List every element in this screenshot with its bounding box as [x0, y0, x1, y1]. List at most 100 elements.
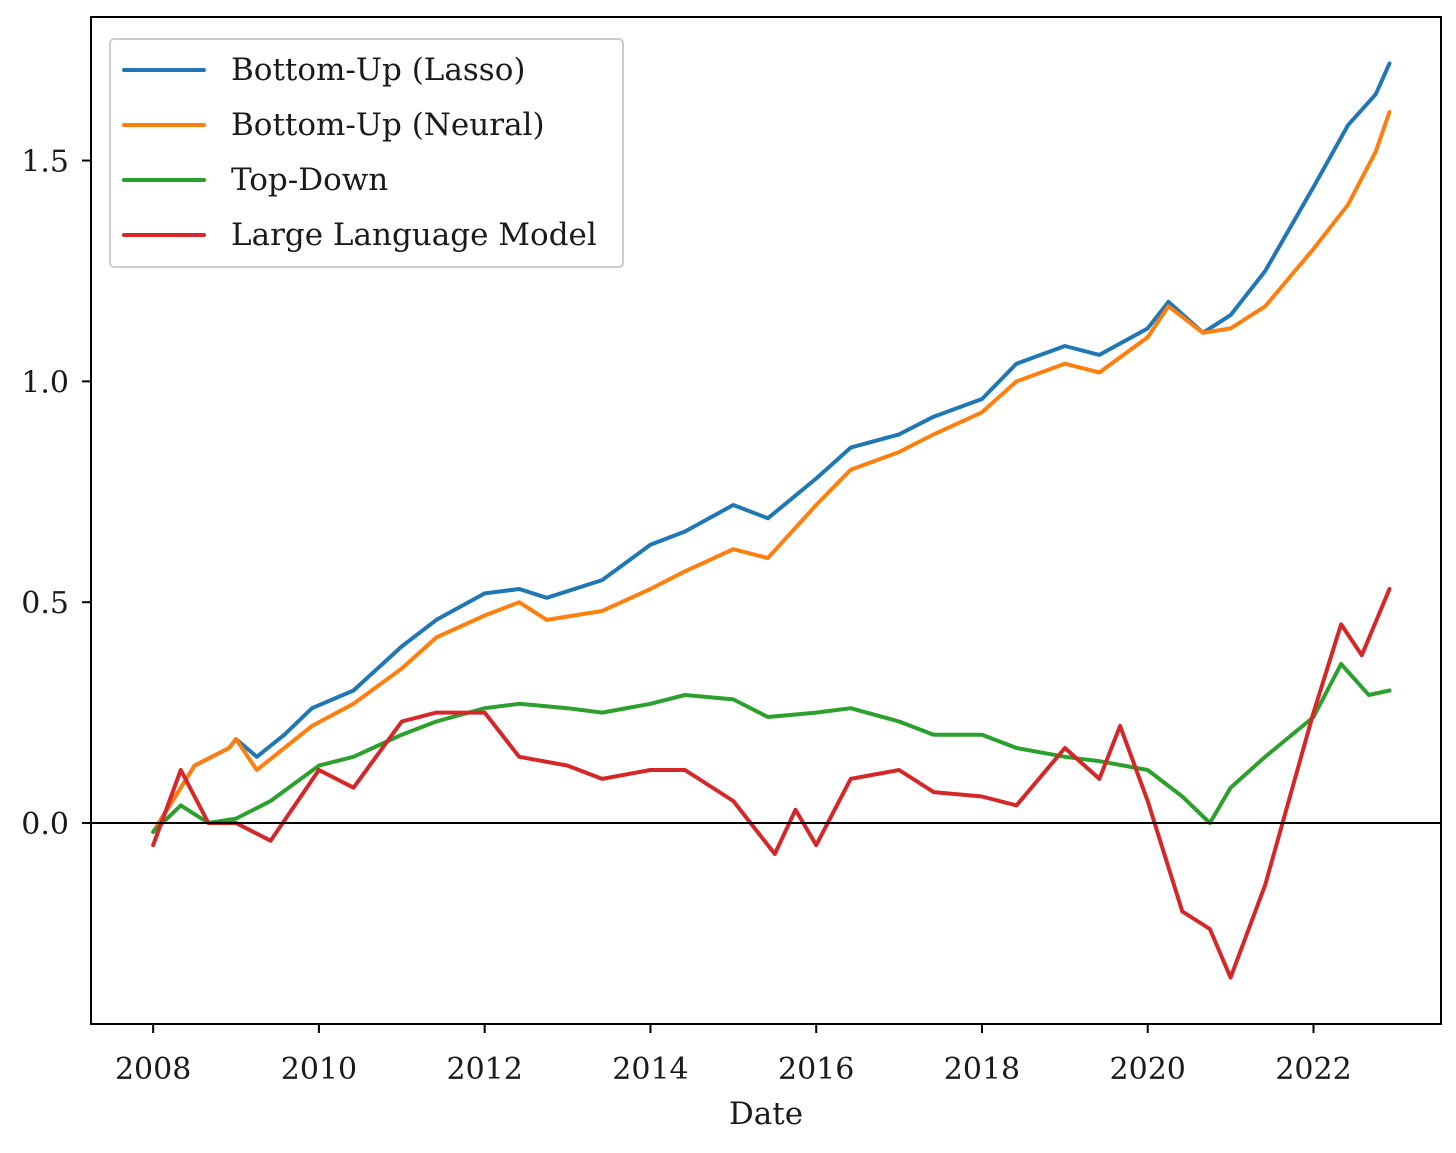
data-point — [1263, 755, 1267, 759]
data-point — [980, 733, 984, 737]
data-point — [351, 755, 356, 759]
data-point — [400, 644, 404, 648]
series-2 — [151, 110, 1392, 834]
data-point — [179, 803, 183, 807]
data-point — [400, 719, 404, 724]
y-axis-ticks: 0.0 0.5 1.0 1.5 — [21, 145, 91, 842]
data-point — [814, 843, 818, 847]
data-point — [268, 799, 273, 803]
data-point — [773, 852, 777, 856]
data-point — [1229, 786, 1233, 790]
data-point — [648, 768, 653, 772]
data-point — [483, 591, 487, 595]
data-point — [1387, 587, 1392, 591]
data-point — [1146, 768, 1150, 772]
data-point — [234, 817, 238, 821]
data-point — [731, 503, 735, 507]
x-tick-label: 2008 — [115, 1052, 191, 1087]
data-point — [814, 503, 818, 507]
data-point — [1146, 799, 1150, 803]
x-tick-label: 2018 — [944, 1052, 1020, 1087]
data-point — [1118, 724, 1122, 728]
data-point — [255, 755, 259, 759]
data-point — [683, 569, 687, 573]
data-point — [897, 719, 901, 724]
data-point — [1201, 331, 1205, 335]
data-point — [648, 587, 653, 591]
data-point — [1311, 711, 1316, 715]
data-point — [1311, 247, 1316, 251]
data-point — [849, 706, 853, 710]
data-point — [1387, 61, 1392, 65]
data-point — [193, 764, 197, 768]
data-point — [227, 746, 231, 750]
data-point — [1097, 777, 1101, 781]
data-point — [1229, 326, 1233, 330]
data-point — [1346, 203, 1350, 207]
x-tick-label: 2014 — [612, 1052, 688, 1087]
data-point — [814, 711, 818, 715]
data-point — [1367, 693, 1371, 697]
data-point — [1014, 379, 1019, 383]
data-point — [179, 768, 183, 772]
data-point — [434, 635, 438, 640]
data-point — [1063, 344, 1067, 348]
data-point — [1097, 759, 1101, 763]
data-point — [255, 768, 259, 772]
data-point — [317, 768, 321, 772]
legend: Bottom-Up (Lasso) Bottom-Up (Neural) Top-D… — [109, 38, 624, 268]
data-point — [483, 613, 487, 618]
data-point — [400, 666, 404, 671]
data-point — [731, 799, 735, 803]
data-point — [932, 790, 936, 794]
data-point — [151, 830, 155, 834]
x-tick-label: 2016 — [778, 1052, 854, 1087]
data-point — [517, 702, 521, 706]
data-point — [517, 587, 521, 591]
legend-label: Top-Down — [231, 162, 388, 198]
data-point — [1339, 622, 1343, 626]
data-point — [683, 529, 687, 534]
plot-frame — [90, 16, 1442, 1025]
data-point — [683, 693, 687, 697]
data-point — [1063, 362, 1067, 366]
data-point — [1014, 746, 1019, 750]
data-point — [1208, 927, 1212, 931]
data-point — [351, 688, 356, 693]
data-point — [1374, 92, 1378, 96]
data-point — [434, 719, 438, 724]
data-point — [932, 733, 936, 737]
data-point — [731, 697, 735, 701]
data-point — [1146, 335, 1150, 339]
series-line-3 — [151, 662, 1392, 834]
legend-label: Bottom-Up (Lasso) — [231, 52, 525, 88]
data-point — [434, 711, 438, 715]
data-point — [932, 415, 936, 419]
data-point — [793, 808, 798, 812]
data-point — [1014, 803, 1019, 807]
data-point — [1339, 662, 1343, 666]
series-line-4 — [151, 587, 1392, 980]
data-point — [1311, 185, 1316, 189]
data-point — [814, 476, 818, 481]
data-point — [766, 715, 770, 719]
data-point — [545, 618, 549, 622]
data-point — [849, 777, 853, 781]
data-point — [600, 711, 604, 715]
data-point — [1263, 269, 1267, 273]
x-tick-label: 2010 — [281, 1052, 357, 1087]
data-point — [600, 777, 604, 781]
data-point — [766, 516, 770, 520]
data-point — [849, 446, 853, 450]
data-point — [517, 600, 521, 604]
data-point — [483, 711, 487, 715]
data-point — [483, 706, 487, 710]
y-tick-label: 0.5 — [21, 586, 69, 621]
data-point — [766, 556, 770, 560]
data-point — [268, 839, 273, 843]
data-point — [897, 450, 901, 454]
data-point — [980, 397, 984, 401]
legend-item: Bottom-Up (Lasso) — [122, 52, 525, 88]
series-layer — [151, 61, 1392, 980]
